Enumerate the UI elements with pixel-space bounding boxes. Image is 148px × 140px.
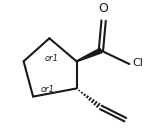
Text: or1: or1 bbox=[41, 85, 55, 94]
Text: O: O bbox=[99, 2, 109, 15]
Polygon shape bbox=[76, 48, 102, 62]
Text: Cl: Cl bbox=[133, 58, 144, 68]
Text: or1: or1 bbox=[45, 54, 59, 63]
